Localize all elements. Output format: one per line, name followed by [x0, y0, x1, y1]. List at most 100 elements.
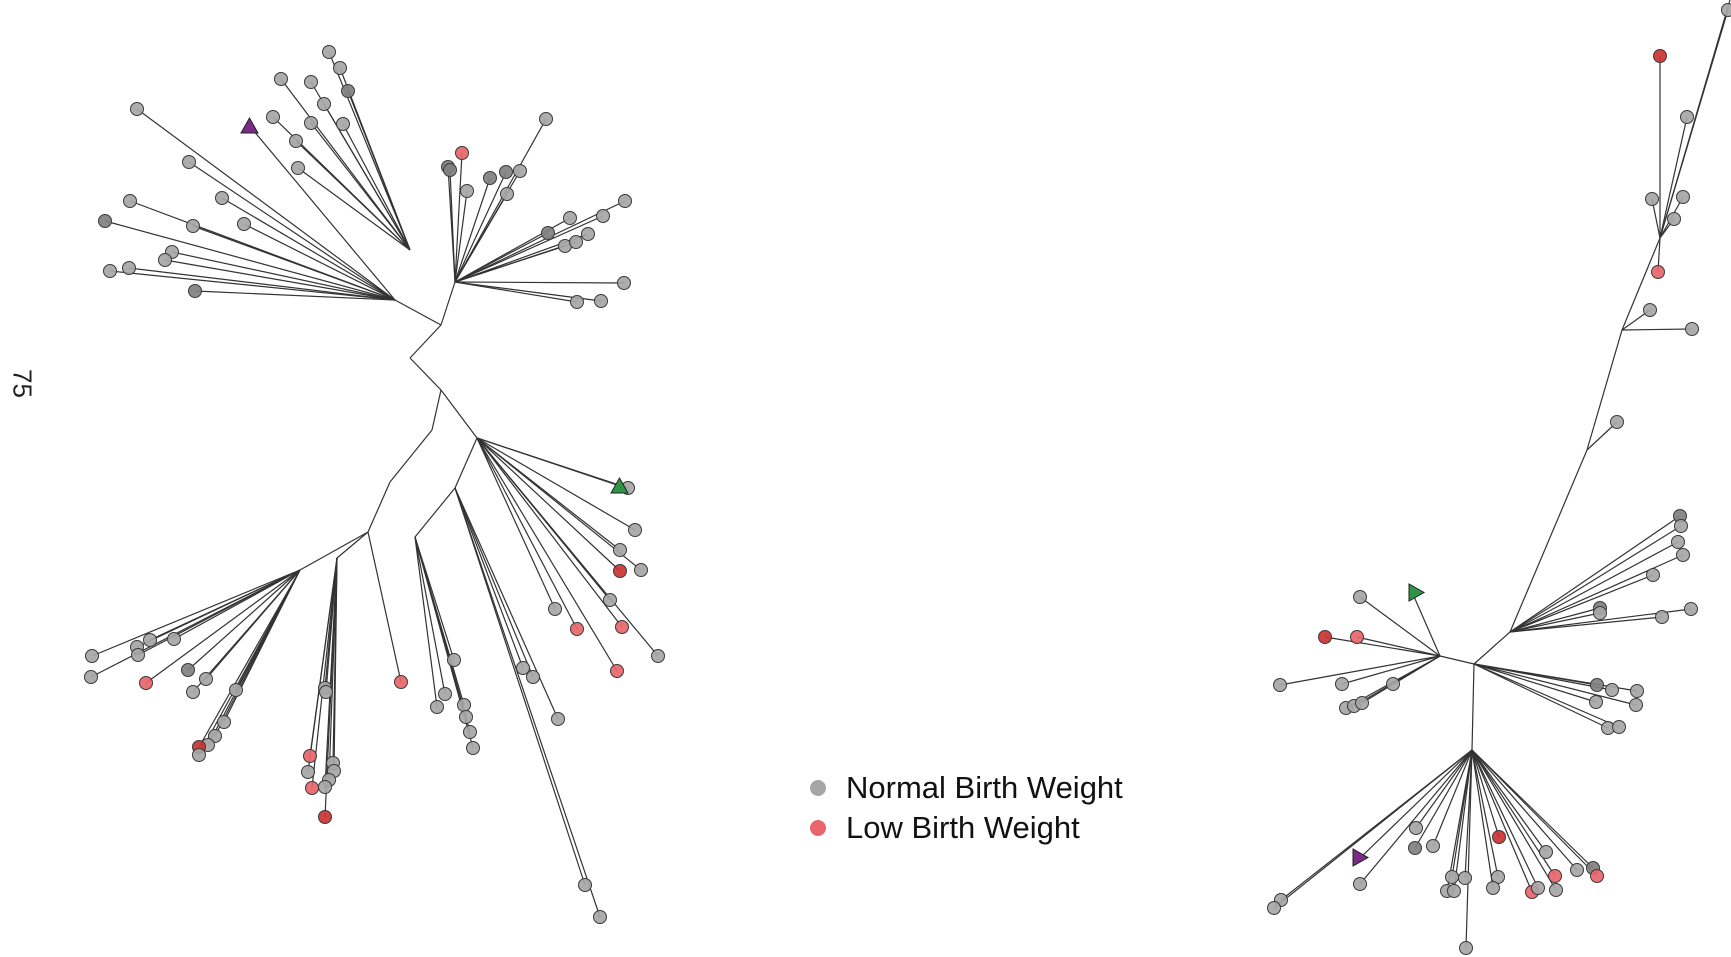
tip-node — [1408, 841, 1422, 855]
tip-node — [1353, 590, 1367, 604]
tip-node — [319, 685, 333, 699]
tip-node — [1612, 720, 1626, 734]
left-tree-edge — [194, 290, 396, 301]
tip-node — [199, 672, 213, 686]
tip-node — [143, 633, 157, 647]
right-tree-edge — [1359, 596, 1441, 657]
left-tree-edge — [454, 215, 604, 283]
tip-node — [516, 661, 530, 675]
tip-node — [603, 593, 617, 607]
tip-node — [526, 670, 540, 684]
tip-node — [1548, 869, 1562, 883]
left-tree-edge — [476, 437, 627, 489]
tip-node — [447, 653, 461, 667]
right-tree-edge — [1356, 636, 1441, 657]
left-tree-edge — [440, 281, 456, 326]
right-tree-edge — [1414, 749, 1473, 849]
right-tree-edge — [1473, 663, 1597, 703]
left-tree-edge — [454, 281, 625, 284]
tip-node — [593, 910, 607, 924]
tip-node — [539, 112, 553, 126]
tip-node — [333, 61, 347, 75]
tip-node — [1605, 683, 1619, 697]
right-tree-edge — [1509, 541, 1679, 633]
tip-node — [634, 563, 648, 577]
tip-node — [581, 227, 595, 241]
left-tree-edge — [454, 487, 601, 918]
tip-node — [1676, 548, 1690, 562]
left-tree-edge — [347, 90, 411, 251]
left-tree-edge — [476, 437, 578, 630]
right-tree-edge — [1509, 612, 1601, 633]
tip-node — [438, 687, 452, 701]
left-tree-edge — [136, 108, 396, 301]
left-tree-edge — [91, 569, 301, 657]
left-tree-edge — [109, 270, 396, 301]
tip-node — [291, 161, 305, 175]
tip-node — [613, 564, 627, 578]
left-tree-edge — [367, 481, 391, 533]
tip-node — [1539, 845, 1553, 859]
legend-item-normal: Normal Birth Weight — [810, 768, 1123, 808]
tip-node — [1653, 49, 1667, 63]
left-tree-edge — [454, 487, 524, 669]
tip-node — [1629, 698, 1643, 712]
tip-node — [1267, 901, 1281, 915]
right-tree-edge — [1509, 607, 1601, 633]
tip-node — [318, 780, 332, 794]
left-tree-edge — [247, 123, 396, 301]
tip-node — [513, 164, 527, 178]
tip-node — [318, 810, 332, 824]
tip-node — [341, 84, 355, 98]
tip-node — [1589, 695, 1603, 709]
left-tree-edge — [454, 487, 559, 720]
right-tree-edge — [1465, 749, 1473, 949]
left-tree-edge — [414, 536, 446, 695]
marker-triangle-green — [1408, 583, 1426, 602]
tip-node — [301, 765, 315, 779]
legend-label-low: Low Birth Weight — [846, 810, 1080, 845]
right-tree-edge — [1471, 749, 1598, 877]
tip-node — [229, 683, 243, 697]
tip-node — [569, 235, 583, 249]
right-tree-edge — [1659, 116, 1688, 239]
tip-node — [1549, 883, 1563, 897]
tip-node — [1610, 415, 1624, 429]
left-tree-edge — [454, 190, 468, 283]
left-tree-edge — [311, 557, 338, 789]
left-tree-edge — [476, 437, 659, 657]
left-tree-edge — [414, 536, 438, 708]
left-tree-edge — [149, 569, 301, 641]
left-tree-edge — [389, 429, 433, 483]
right-tree-edge — [1509, 525, 1682, 633]
marker-triangle-purple — [240, 116, 259, 134]
legend-marker-normal — [810, 780, 826, 796]
tip-node — [570, 295, 584, 309]
tip-node — [182, 155, 196, 169]
tip-node — [1386, 677, 1400, 691]
left-tree-edge — [454, 487, 534, 678]
tip-node — [394, 675, 408, 689]
marker-triangle-purple — [1352, 848, 1370, 867]
right-tree-edge — [1415, 749, 1473, 829]
left-tree-edge — [188, 161, 396, 301]
tip-node — [1676, 190, 1690, 204]
tip-node — [1674, 519, 1688, 533]
tip-node — [237, 217, 251, 231]
left-tree-edge — [454, 152, 463, 283]
tip-node — [84, 670, 98, 684]
tip-node — [1630, 684, 1644, 698]
tip-node — [1458, 871, 1472, 885]
right-tree-edge — [1273, 749, 1473, 909]
left-tree-edge — [367, 531, 402, 683]
left-tree-edge — [164, 259, 396, 301]
left-tree-edge — [476, 437, 623, 628]
tip-node — [123, 194, 137, 208]
right-tree-edge — [1359, 749, 1473, 885]
tip-node — [1273, 678, 1287, 692]
left-tree-edge — [198, 569, 301, 756]
tip-node — [188, 284, 202, 298]
left-tree-edge — [394, 299, 442, 326]
right-tree-edge — [1473, 631, 1511, 665]
right-tree-edge — [1509, 616, 1663, 633]
